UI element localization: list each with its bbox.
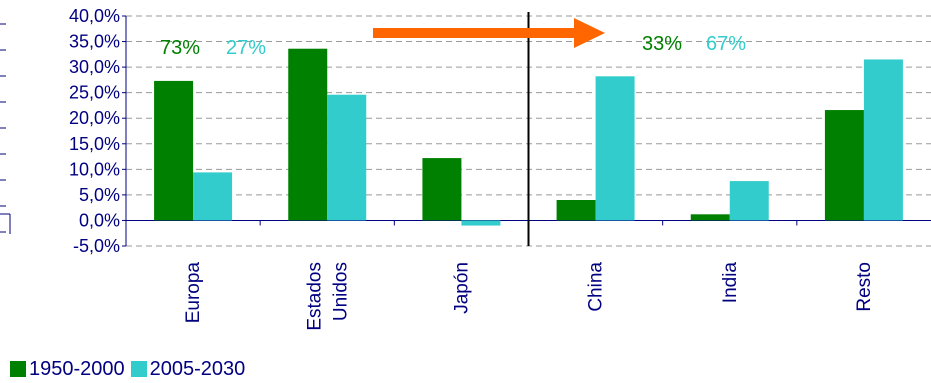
bar-1950-2000	[556, 200, 596, 221]
bars	[154, 48, 903, 226]
bar-2005-2030	[595, 76, 635, 221]
legend-item-1950-2000: 1950-2000	[10, 358, 125, 381]
category-label: Japón	[451, 262, 472, 314]
y-tick-labels: 40,0% 35,0% 30,0% 25,0% 20,0% 15,0% 10,0% 5,0% 0…	[69, 6, 120, 256]
legend-item-2005-2030: 2005-2030	[130, 357, 246, 381]
category-label: China	[586, 262, 607, 312]
legend-swatch-2005-2030	[130, 361, 147, 377]
left-share-2005: 27%	[226, 37, 266, 59]
y-tick-label: 0,0%	[79, 210, 120, 230]
y-tick-label: 10,0%	[69, 159, 120, 179]
legend-swatch-1950-2000	[10, 361, 26, 377]
legend-label-1950-2000: 1950-2000	[29, 357, 125, 380]
bar-1950-2000	[690, 214, 730, 221]
bar-1950-2000	[422, 158, 462, 221]
bar-2005-2030	[461, 220, 501, 226]
category-label: Estados	[304, 262, 325, 331]
bar-1950-2000	[288, 48, 328, 221]
y-tick-label: 20,0%	[69, 108, 120, 128]
y-tick-label: -5,0%	[73, 236, 120, 256]
legend: 1950-2000 2005-2030	[10, 357, 251, 381]
category-label: Resto	[854, 262, 875, 312]
bar-2005-2030	[193, 172, 233, 221]
bar-1950-2000	[154, 80, 194, 221]
axes	[0, 12, 931, 247]
y-tick-label: 35,0%	[69, 32, 120, 52]
bar-1950-2000	[824, 110, 864, 221]
y-tick-label: 30,0%	[69, 57, 120, 77]
category-label: India	[720, 262, 741, 304]
y-tick-label: 25,0%	[69, 83, 120, 103]
bar-2005-2030	[729, 181, 769, 221]
y-tick-label: 5,0%	[79, 185, 120, 205]
y-tick-label: 15,0%	[69, 134, 120, 154]
annotations: 73% 27% 33% 67%	[160, 18, 746, 59]
category-labels: Europa Estados Unidos Japón China India Resto	[183, 262, 875, 331]
left-share-1950: 73%	[160, 37, 200, 59]
category-label: Europa	[183, 262, 204, 324]
category-label: Unidos	[330, 262, 351, 321]
legend-label-2005-2030: 2005-2030	[149, 357, 246, 380]
arrow-right-icon	[373, 18, 605, 48]
right-share-2005: 67%	[706, 33, 746, 55]
bar-2005-2030	[327, 94, 367, 221]
right-share-1950: 33%	[642, 33, 682, 55]
bar-2005-2030	[863, 59, 903, 221]
y-tick-label: 40,0%	[69, 6, 120, 26]
